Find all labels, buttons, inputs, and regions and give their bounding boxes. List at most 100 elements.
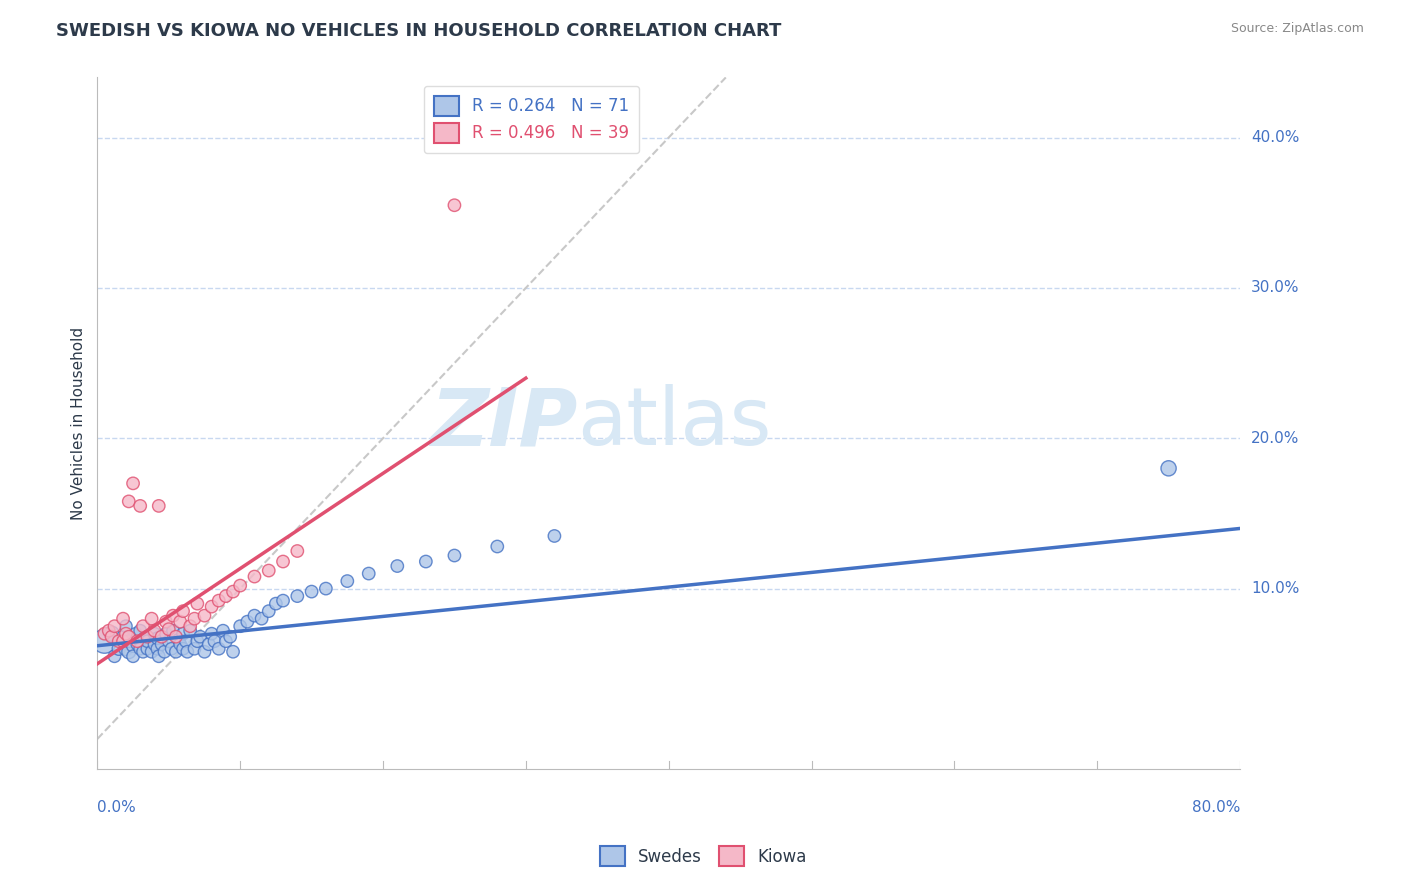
Point bbox=[443, 198, 465, 212]
Point bbox=[229, 619, 252, 633]
Point bbox=[193, 608, 215, 623]
Text: 20.0%: 20.0% bbox=[1251, 431, 1299, 446]
Text: 30.0%: 30.0% bbox=[1251, 280, 1299, 295]
Point bbox=[136, 634, 159, 648]
Legend: Swedes, Kiowa: Swedes, Kiowa bbox=[592, 838, 814, 875]
Point bbox=[208, 641, 231, 656]
Point bbox=[222, 645, 245, 659]
Point bbox=[112, 612, 135, 626]
Point bbox=[112, 634, 135, 648]
Point bbox=[122, 639, 145, 653]
Point bbox=[212, 624, 235, 638]
Point bbox=[271, 593, 294, 607]
Point bbox=[172, 604, 194, 618]
Point bbox=[236, 615, 259, 629]
Point bbox=[201, 626, 224, 640]
Point bbox=[415, 555, 437, 569]
Point bbox=[112, 630, 135, 644]
Point bbox=[127, 637, 149, 651]
Point bbox=[543, 529, 565, 543]
Point bbox=[204, 634, 226, 648]
Point bbox=[315, 582, 337, 596]
Point bbox=[285, 544, 308, 558]
Point bbox=[183, 641, 205, 656]
Point bbox=[134, 631, 156, 645]
Point bbox=[148, 499, 170, 513]
Text: 0.0%: 0.0% bbox=[97, 799, 136, 814]
Point bbox=[146, 641, 169, 656]
Point bbox=[179, 619, 201, 633]
Point bbox=[243, 569, 266, 583]
Point bbox=[443, 549, 465, 563]
Text: 40.0%: 40.0% bbox=[1251, 130, 1299, 145]
Point bbox=[146, 631, 169, 645]
Point bbox=[150, 630, 173, 644]
Point bbox=[387, 559, 409, 574]
Point bbox=[162, 608, 184, 623]
Point bbox=[222, 584, 245, 599]
Point bbox=[93, 626, 115, 640]
Point bbox=[176, 645, 198, 659]
Point bbox=[136, 641, 159, 656]
Point bbox=[219, 630, 242, 644]
Point bbox=[129, 499, 152, 513]
Point bbox=[136, 630, 159, 644]
Point bbox=[118, 494, 141, 508]
Point bbox=[107, 641, 129, 656]
Point bbox=[336, 574, 359, 588]
Point bbox=[165, 645, 187, 659]
Point bbox=[129, 624, 152, 638]
Point bbox=[115, 626, 138, 640]
Point bbox=[118, 630, 141, 644]
Point bbox=[157, 634, 180, 648]
Point bbox=[118, 634, 141, 648]
Point bbox=[208, 593, 231, 607]
Point bbox=[153, 645, 176, 659]
Point bbox=[264, 597, 287, 611]
Point bbox=[157, 622, 180, 636]
Point bbox=[93, 634, 115, 648]
Point bbox=[285, 589, 308, 603]
Point bbox=[97, 624, 120, 638]
Point bbox=[118, 645, 141, 659]
Point bbox=[129, 641, 152, 656]
Legend: R = 0.264   N = 71, R = 0.496   N = 39: R = 0.264 N = 71, R = 0.496 N = 39 bbox=[423, 86, 640, 153]
Point bbox=[188, 630, 211, 644]
Point bbox=[1157, 461, 1180, 475]
Point bbox=[257, 604, 280, 618]
Point bbox=[486, 540, 509, 554]
Text: Source: ZipAtlas.com: Source: ZipAtlas.com bbox=[1230, 22, 1364, 36]
Point bbox=[165, 630, 187, 644]
Point bbox=[148, 649, 170, 664]
Point bbox=[100, 626, 122, 640]
Point bbox=[183, 612, 205, 626]
Point bbox=[100, 630, 122, 644]
Point bbox=[141, 645, 163, 659]
Point bbox=[115, 619, 138, 633]
Point bbox=[257, 564, 280, 578]
Point bbox=[143, 624, 166, 638]
Point bbox=[127, 634, 149, 648]
Text: 80.0%: 80.0% bbox=[1192, 799, 1240, 814]
Point bbox=[172, 641, 194, 656]
Point bbox=[132, 619, 155, 633]
Point bbox=[169, 637, 191, 651]
Point bbox=[115, 641, 138, 656]
Text: SWEDISH VS KIOWA NO VEHICLES IN HOUSEHOLD CORRELATION CHART: SWEDISH VS KIOWA NO VEHICLES IN HOUSEHOL… bbox=[56, 22, 782, 40]
Point bbox=[125, 626, 148, 640]
Point bbox=[301, 584, 323, 599]
Point bbox=[160, 641, 183, 656]
Point bbox=[150, 637, 173, 651]
Point bbox=[143, 626, 166, 640]
Point bbox=[167, 632, 190, 647]
Point bbox=[186, 597, 208, 611]
Point bbox=[143, 637, 166, 651]
Point bbox=[103, 649, 125, 664]
Point bbox=[169, 615, 191, 629]
Point bbox=[193, 645, 215, 659]
Point bbox=[141, 612, 163, 626]
Point bbox=[271, 555, 294, 569]
Point bbox=[357, 566, 380, 581]
Point bbox=[197, 637, 219, 651]
Point bbox=[103, 619, 125, 633]
